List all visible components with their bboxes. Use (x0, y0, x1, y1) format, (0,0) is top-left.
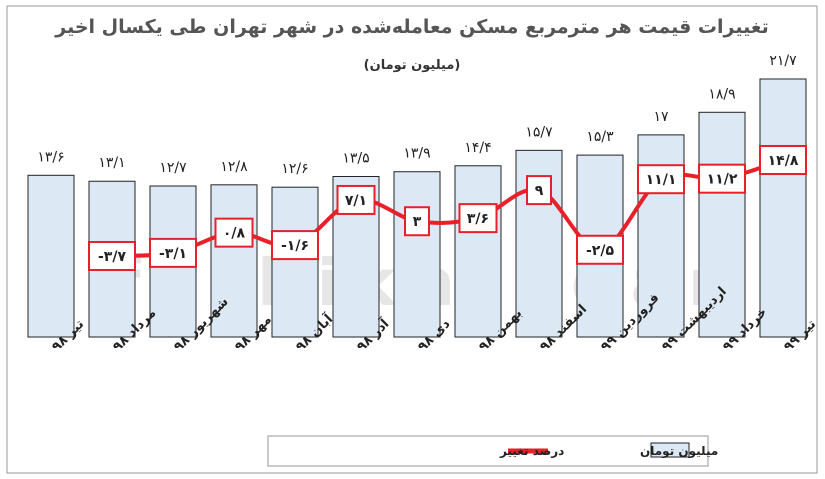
line-value-label: ۰/۸ (223, 226, 246, 242)
bar-value-label: ۱۴/۴ (464, 140, 491, 156)
line-value-label: -۱/۶ (281, 238, 309, 254)
bar (454, 165, 502, 338)
legend-label-bar: میلیون تومان (640, 444, 718, 459)
bar-value-labels: ۱۳/۶ ۱۳/۱ ۱۲/۷ ۱۲/۸ ۱۲/۶ ۱۳/۵ ۱۳/۹ ۱۴/۴ ۱۵/۷ ۱۵/۳… (37, 53, 797, 177)
bar-value-label: ۱۷ (653, 109, 669, 125)
line-value-label: ۱۱/۱ (646, 172, 677, 188)
bar-value-label: ۲۱/۷ (769, 53, 797, 69)
bar (759, 78, 807, 338)
legend-label-line: درصد تغییر (499, 444, 564, 458)
bar-value-label: ۱۳/۶ (37, 149, 64, 165)
line-value-label: -۳/۱ (159, 246, 187, 262)
line-value-label: ۱۴/۸ (768, 153, 799, 169)
line-value-label: ۹ (535, 183, 544, 199)
line-value-label: ۷/۱ (345, 193, 367, 209)
line-value-labels: -۳/۷ -۳/۱ ۰/۸ -۱/۶ ۷/۱ ۳ ۳/۶ ۹ -۲/۵ ۱۱/۱ ۱۱/۲ ۱۴/۸ (88, 145, 807, 271)
bar-value-label: ۱۵/۷ (525, 124, 553, 140)
line-point-marker (526, 175, 552, 206)
line-point-marker (458, 203, 498, 234)
bar-value-label: ۱۲/۸ (220, 159, 248, 175)
legend-box (267, 435, 709, 467)
line-point-marker (149, 237, 197, 268)
line-point-marker (698, 163, 746, 194)
bar (271, 186, 319, 338)
legend-swatch-bar (650, 442, 690, 458)
line-value-label: ۳/۶ (467, 211, 489, 227)
line-value-label: -۳/۷ (98, 249, 126, 265)
bar-value-label: ۱۸/۹ (708, 86, 735, 102)
chart-title: تغییرات قیمت هر مترمربع مسکن معامله‌شده … (54, 16, 768, 38)
bar-value-label: ۱۲/۶ (281, 161, 308, 177)
line-point-marker (271, 230, 319, 261)
line-point-marker (214, 217, 254, 248)
line-point-marker (576, 234, 624, 265)
bar-value-label: ۱۲/۷ (159, 160, 187, 176)
legend: میلیون تومان درصد تغییر (267, 435, 718, 467)
bar-value-label: ۱۳/۵ (342, 150, 369, 166)
line-value-label: ۱۱/۲ (707, 172, 738, 188)
line-point-marker (404, 206, 430, 237)
bar (27, 174, 75, 338)
line-point-marker (88, 241, 136, 271)
bar-value-label: ۱۳/۹ (403, 146, 430, 162)
bar (210, 184, 258, 338)
line-point-marker (759, 145, 807, 175)
line-point-marker (637, 164, 685, 195)
line-point-marker (336, 184, 376, 215)
bar-value-label: ۱۵/۳ (586, 129, 614, 145)
bar (698, 111, 746, 338)
chart-subtitle: (میلیون تومان) (364, 58, 461, 73)
bar-value-label: ۱۳/۱ (98, 155, 125, 171)
bar (393, 171, 441, 338)
line-value-label: ۳ (413, 214, 422, 230)
line-value-label: -۲/۵ (586, 243, 614, 259)
